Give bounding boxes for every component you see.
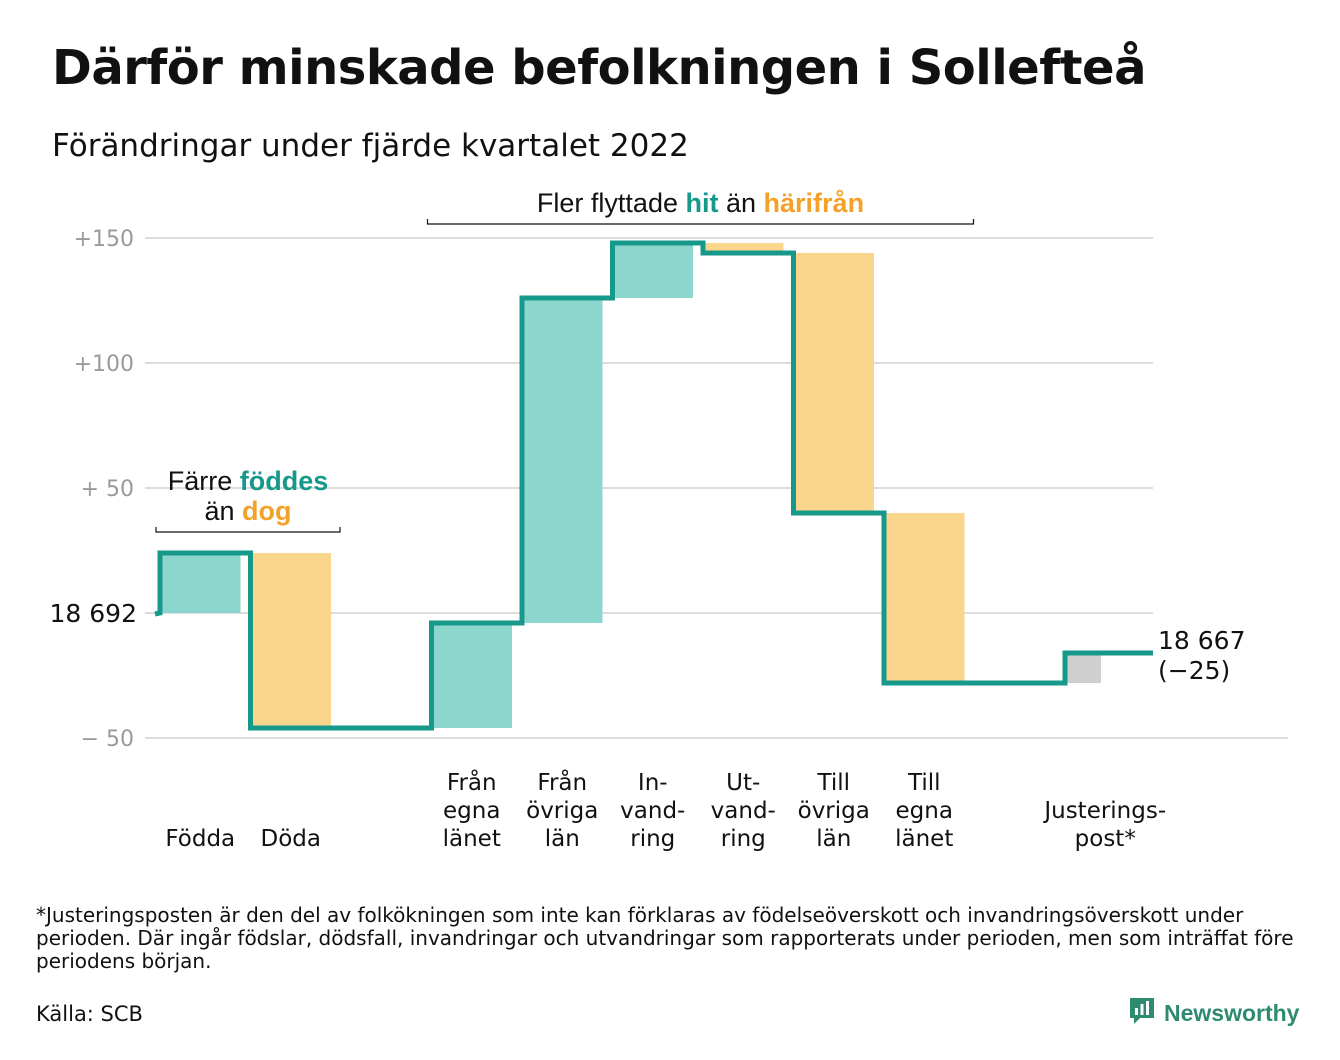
category-label: In- (638, 770, 668, 796)
category-label: Födda (165, 826, 235, 852)
annotation-text: än dog (204, 496, 291, 526)
annotation-highlight: hit (685, 188, 718, 218)
outflow-bar (703, 243, 784, 253)
chart-title: Därför minskade befolkningen i Sollefteå (52, 40, 1146, 96)
category-label: övriga (526, 798, 598, 824)
annotation-segment: än (204, 496, 242, 526)
annotation-segment: Färre (168, 466, 240, 496)
annotation-highlight: föddes (240, 466, 329, 496)
category-label: övriga (798, 798, 870, 824)
brand: Newsworthy (1128, 996, 1299, 1030)
brand-name: Newsworthy (1164, 999, 1300, 1026)
category-label: vand- (711, 798, 776, 824)
chart-subtitle: Förändringar under fjärde kvartalet 2022 (52, 128, 689, 164)
category-labels: Födda DödaFrånegnalänetFrånövrigalänIn-va… (165, 768, 1166, 852)
category-label: egna (443, 798, 500, 824)
category-label: Döda (261, 826, 321, 852)
y-axis-ticks: +150 +100 + 50 − 50 (74, 227, 134, 752)
annotation-bracket (155, 527, 341, 533)
outflow-bar (884, 513, 965, 683)
y-tick-label: − 50 (81, 727, 134, 752)
footnote: *Justeringsposten är den del av folkökni… (36, 903, 1294, 973)
category-label: Från (537, 768, 587, 796)
annotation-bracket (426, 219, 975, 225)
source-note: Källa: SCB (36, 1002, 143, 1026)
category-label: Till (907, 770, 941, 796)
annotation-text: Fler flyttade hit än härifrån (537, 188, 864, 218)
category-label: post* (1075, 826, 1136, 852)
category-label: Justerings- (1042, 798, 1166, 824)
inflow-bar (431, 623, 512, 728)
annotation-highlight: härifrån (764, 188, 865, 218)
annotation-segment: Fler flyttade (537, 188, 686, 218)
y-tick-label: + 50 (81, 477, 134, 502)
outflow-bar (793, 253, 874, 513)
end-value-label: 18 667 (1158, 626, 1245, 655)
category-label: egna (896, 798, 953, 824)
adjustment-bar (1065, 653, 1101, 683)
category-label: ring (721, 826, 766, 852)
category-label: Ut- (726, 770, 760, 796)
annotation-text: Färre föddes (168, 466, 329, 496)
category-label: vand- (620, 798, 685, 824)
annotation-highlight: dog (242, 496, 291, 526)
outflow-bar (250, 553, 331, 728)
annotation-segment: än (718, 188, 763, 218)
inflow-bar (612, 243, 693, 298)
category-label: län (816, 826, 851, 852)
y-tick-label: +100 (74, 352, 134, 377)
category-label: ring (630, 826, 675, 852)
category-label: länet (895, 826, 953, 852)
category-label: län (545, 826, 580, 852)
start-value-label: 18 692 (50, 599, 137, 628)
cumulative-step-line (154, 240, 1153, 731)
category-label: Till (816, 770, 850, 796)
inflow-bar (160, 553, 241, 613)
end-change-label: (−25) (1158, 656, 1230, 685)
value-labels: 18 692 18 667(−25) (50, 599, 1246, 685)
inflow-bar (522, 298, 603, 623)
bar-chart-icon (1128, 996, 1156, 1030)
category-label: länet (443, 826, 501, 852)
bars (160, 243, 1101, 728)
y-tick-label: +150 (74, 227, 134, 252)
cumulative-line (154, 240, 1153, 731)
category-label: Från (447, 768, 497, 796)
